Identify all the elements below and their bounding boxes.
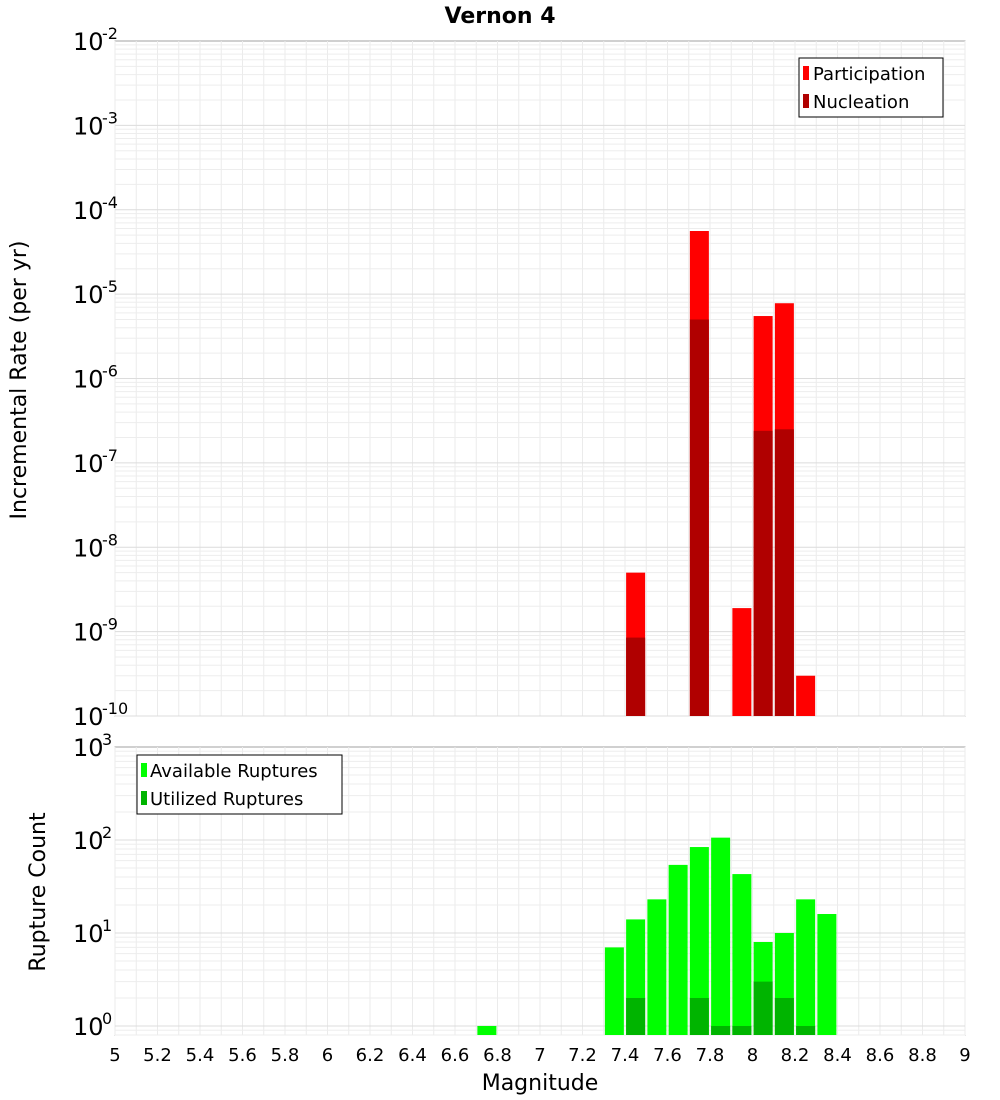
legend-label-available-ruptures: Available Ruptures (150, 761, 318, 782)
bottom-bar-utilized-ruptures (774, 997, 794, 1035)
bottom-y-axis-label: Rupture Count (26, 812, 51, 972)
bottom-bar-utilized-ruptures (796, 1025, 816, 1035)
bottom-y-tick-exponent: 2 (102, 823, 112, 842)
x-tick-label: 8.8 (908, 1045, 937, 1066)
x-tick-label: 7.4 (611, 1045, 640, 1066)
x-tick-label: 7.2 (568, 1045, 597, 1066)
top-legend: Participation Nucleation (798, 57, 944, 118)
top-y-tick-exponent: -3 (102, 108, 118, 127)
chart-title: Vernon 4 (445, 4, 556, 29)
top-y-tick-label: 10 (73, 197, 104, 225)
x-tick-label: 7.8 (696, 1045, 725, 1066)
x-tick-label: 6.4 (398, 1045, 427, 1066)
x-axis-label: Magnitude (482, 1071, 599, 1096)
top-y-tick-exponent: -10 (102, 699, 128, 718)
top-y-tick-exponent: -5 (102, 277, 118, 296)
bottom-bar-available-ruptures (477, 1025, 497, 1035)
x-tick-label: 6.2 (356, 1045, 385, 1066)
top-bar-nucleation (626, 637, 646, 716)
top-y-tick-label: 10 (73, 366, 104, 394)
legend-swatch-utilized-ruptures (141, 791, 147, 805)
x-tick-label: 8.4 (823, 1045, 852, 1066)
top-legend-box (798, 57, 944, 118)
bottom-legend: Available Ruptures Utilized Ruptures (136, 754, 343, 815)
legend-label-nucleation: Nucleation (813, 92, 909, 113)
x-tick-label: 6 (322, 1045, 333, 1066)
bottom-y-tick-label: 10 (73, 827, 104, 855)
x-tick-label: 6.8 (483, 1045, 512, 1066)
bottom-bar-utilized-ruptures (711, 1025, 731, 1035)
x-tick-label: 5.8 (271, 1045, 300, 1066)
top-y-tick-label: 10 (73, 703, 104, 731)
x-tick-label: 6.6 (441, 1045, 470, 1066)
top-grid (114, 41, 966, 717)
top-y-ticks: 10-210-310-410-510-610-710-810-910-10 (73, 24, 128, 731)
bottom-bar-utilized-ruptures (626, 997, 646, 1035)
top-bar-participation (796, 675, 816, 716)
bottom-legend-box (136, 754, 343, 815)
top-y-tick-exponent: -8 (102, 530, 118, 549)
bottom-bar-available-ruptures (604, 947, 624, 1035)
top-y-tick-label: 10 (73, 112, 104, 140)
bottom-bar-utilized-ruptures (753, 981, 773, 1035)
top-y-tick-label: 10 (73, 281, 104, 309)
top-bar-nucleation (753, 430, 773, 716)
x-ticks: 5 5.2 5.4 5.6 5.8 6 6.2 6.4 6.6 6.8 7 7.2 7.4 7.6 7.8 8… (109, 1045, 970, 1066)
bottom-y-tick-label: 10 (73, 1013, 104, 1041)
x-tick-label: 8.2 (781, 1045, 810, 1066)
bottom-y-tick-label: 10 (73, 734, 104, 762)
bottom-y-tick-exponent: 0 (102, 1009, 112, 1028)
bottom-bar-available-ruptures (711, 837, 731, 1035)
top-y-tick-label: 10 (73, 619, 104, 647)
bottom-y-tick-label: 10 (73, 920, 104, 948)
legend-swatch-nucleation (803, 94, 809, 108)
top-bars (626, 230, 816, 716)
x-tick-label: 8 (747, 1045, 758, 1066)
top-bar-nucleation (774, 429, 794, 716)
x-tick-label: 9 (959, 1045, 970, 1066)
top-y-tick-exponent: -6 (102, 362, 118, 381)
x-tick-label: 5.2 (143, 1045, 172, 1066)
top-panel: 10-210-310-410-510-610-710-810-910-10 In… (7, 24, 966, 731)
x-tick-label: 5.4 (186, 1045, 215, 1066)
legend-label-utilized-ruptures: Utilized Ruptures (150, 789, 303, 810)
legend-swatch-participation (803, 66, 809, 80)
bottom-bar-available-ruptures (689, 847, 709, 1035)
x-tick-label: 5 (109, 1045, 120, 1066)
x-tick-label: 7.6 (653, 1045, 682, 1066)
top-y-tick-exponent: -9 (102, 615, 118, 634)
top-y-tick-exponent: -4 (102, 193, 118, 212)
top-y-tick-label: 10 (73, 28, 104, 56)
bottom-y-tick-exponent: 1 (102, 916, 112, 935)
bottom-bar-available-ruptures (668, 864, 688, 1035)
legend-label-participation: Participation (813, 64, 925, 85)
bottom-bar-utilized-ruptures (689, 997, 709, 1035)
bottom-bar-available-ruptures (732, 874, 752, 1035)
bottom-bar-available-ruptures (817, 914, 837, 1035)
x-tick-label: 8.6 (866, 1045, 895, 1066)
top-y-tick-exponent: -7 (102, 446, 118, 465)
top-bar-participation (732, 608, 752, 716)
top-y-tick-label: 10 (73, 450, 104, 478)
bottom-bar-available-ruptures (647, 899, 667, 1035)
bottom-bar-utilized-ruptures (732, 1025, 752, 1035)
top-y-axis-label: Incremental Rate (per yr) (7, 241, 32, 520)
legend-swatch-available-ruptures (141, 763, 147, 777)
top-y-tick-label: 10 (73, 534, 104, 562)
bottom-bars (477, 837, 837, 1035)
x-tick-label: 7 (534, 1045, 545, 1066)
bottom-bar-available-ruptures (796, 899, 816, 1035)
x-tick-label: 5.6 (228, 1045, 257, 1066)
bottom-y-tick-exponent: 3 (102, 730, 112, 749)
top-bar-nucleation (689, 319, 709, 716)
top-y-tick-exponent: -2 (102, 24, 118, 43)
